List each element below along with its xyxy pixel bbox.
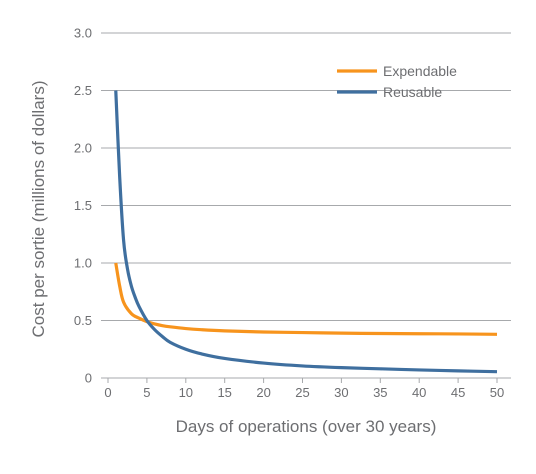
x-tick-label: 5 xyxy=(143,385,150,400)
x-tick-label: 35 xyxy=(373,385,387,400)
y-tick-label: 1.0 xyxy=(74,256,92,271)
y-tick-label: 2.5 xyxy=(74,83,92,98)
legend: Expendable Reusable xyxy=(337,63,457,100)
y-tick-label: 3.0 xyxy=(74,26,92,41)
series-lines xyxy=(114,90,498,374)
y-tick-label: 0 xyxy=(85,371,92,386)
x-tick-label: 50 xyxy=(490,385,504,400)
series-line-expendable xyxy=(114,262,498,336)
x-tick-label: 40 xyxy=(412,385,426,400)
x-tick-label: 0 xyxy=(104,385,111,400)
y-axis-title: Cost per sortie (millions of dollars) xyxy=(29,81,48,338)
legend-label-reusable: Reusable xyxy=(383,84,442,100)
y-tick-label: 2.0 xyxy=(74,141,92,156)
y-axis-ticks: 0 0.5 1.0 1.5 2.0 2.5 3.0 xyxy=(74,26,92,386)
x-tick-label: 30 xyxy=(334,385,348,400)
y-tick-label: 0.5 xyxy=(74,313,92,328)
x-tick-label: 15 xyxy=(217,385,231,400)
legend-label-expendable: Expendable xyxy=(383,63,457,79)
x-tick-label: 10 xyxy=(179,385,193,400)
x-tick-label: 20 xyxy=(256,385,270,400)
x-tick-label: 25 xyxy=(295,385,309,400)
x-tick-label: 45 xyxy=(451,385,465,400)
gridlines xyxy=(101,32,511,321)
y-tick-label: 1.5 xyxy=(74,198,92,213)
x-axis-ticks: 0 5 10 15 20 25 30 35 40 45 50 xyxy=(104,378,504,400)
series-line-reusable xyxy=(114,90,498,374)
x-axis-title: Days of operations (over 30 years) xyxy=(176,417,437,436)
